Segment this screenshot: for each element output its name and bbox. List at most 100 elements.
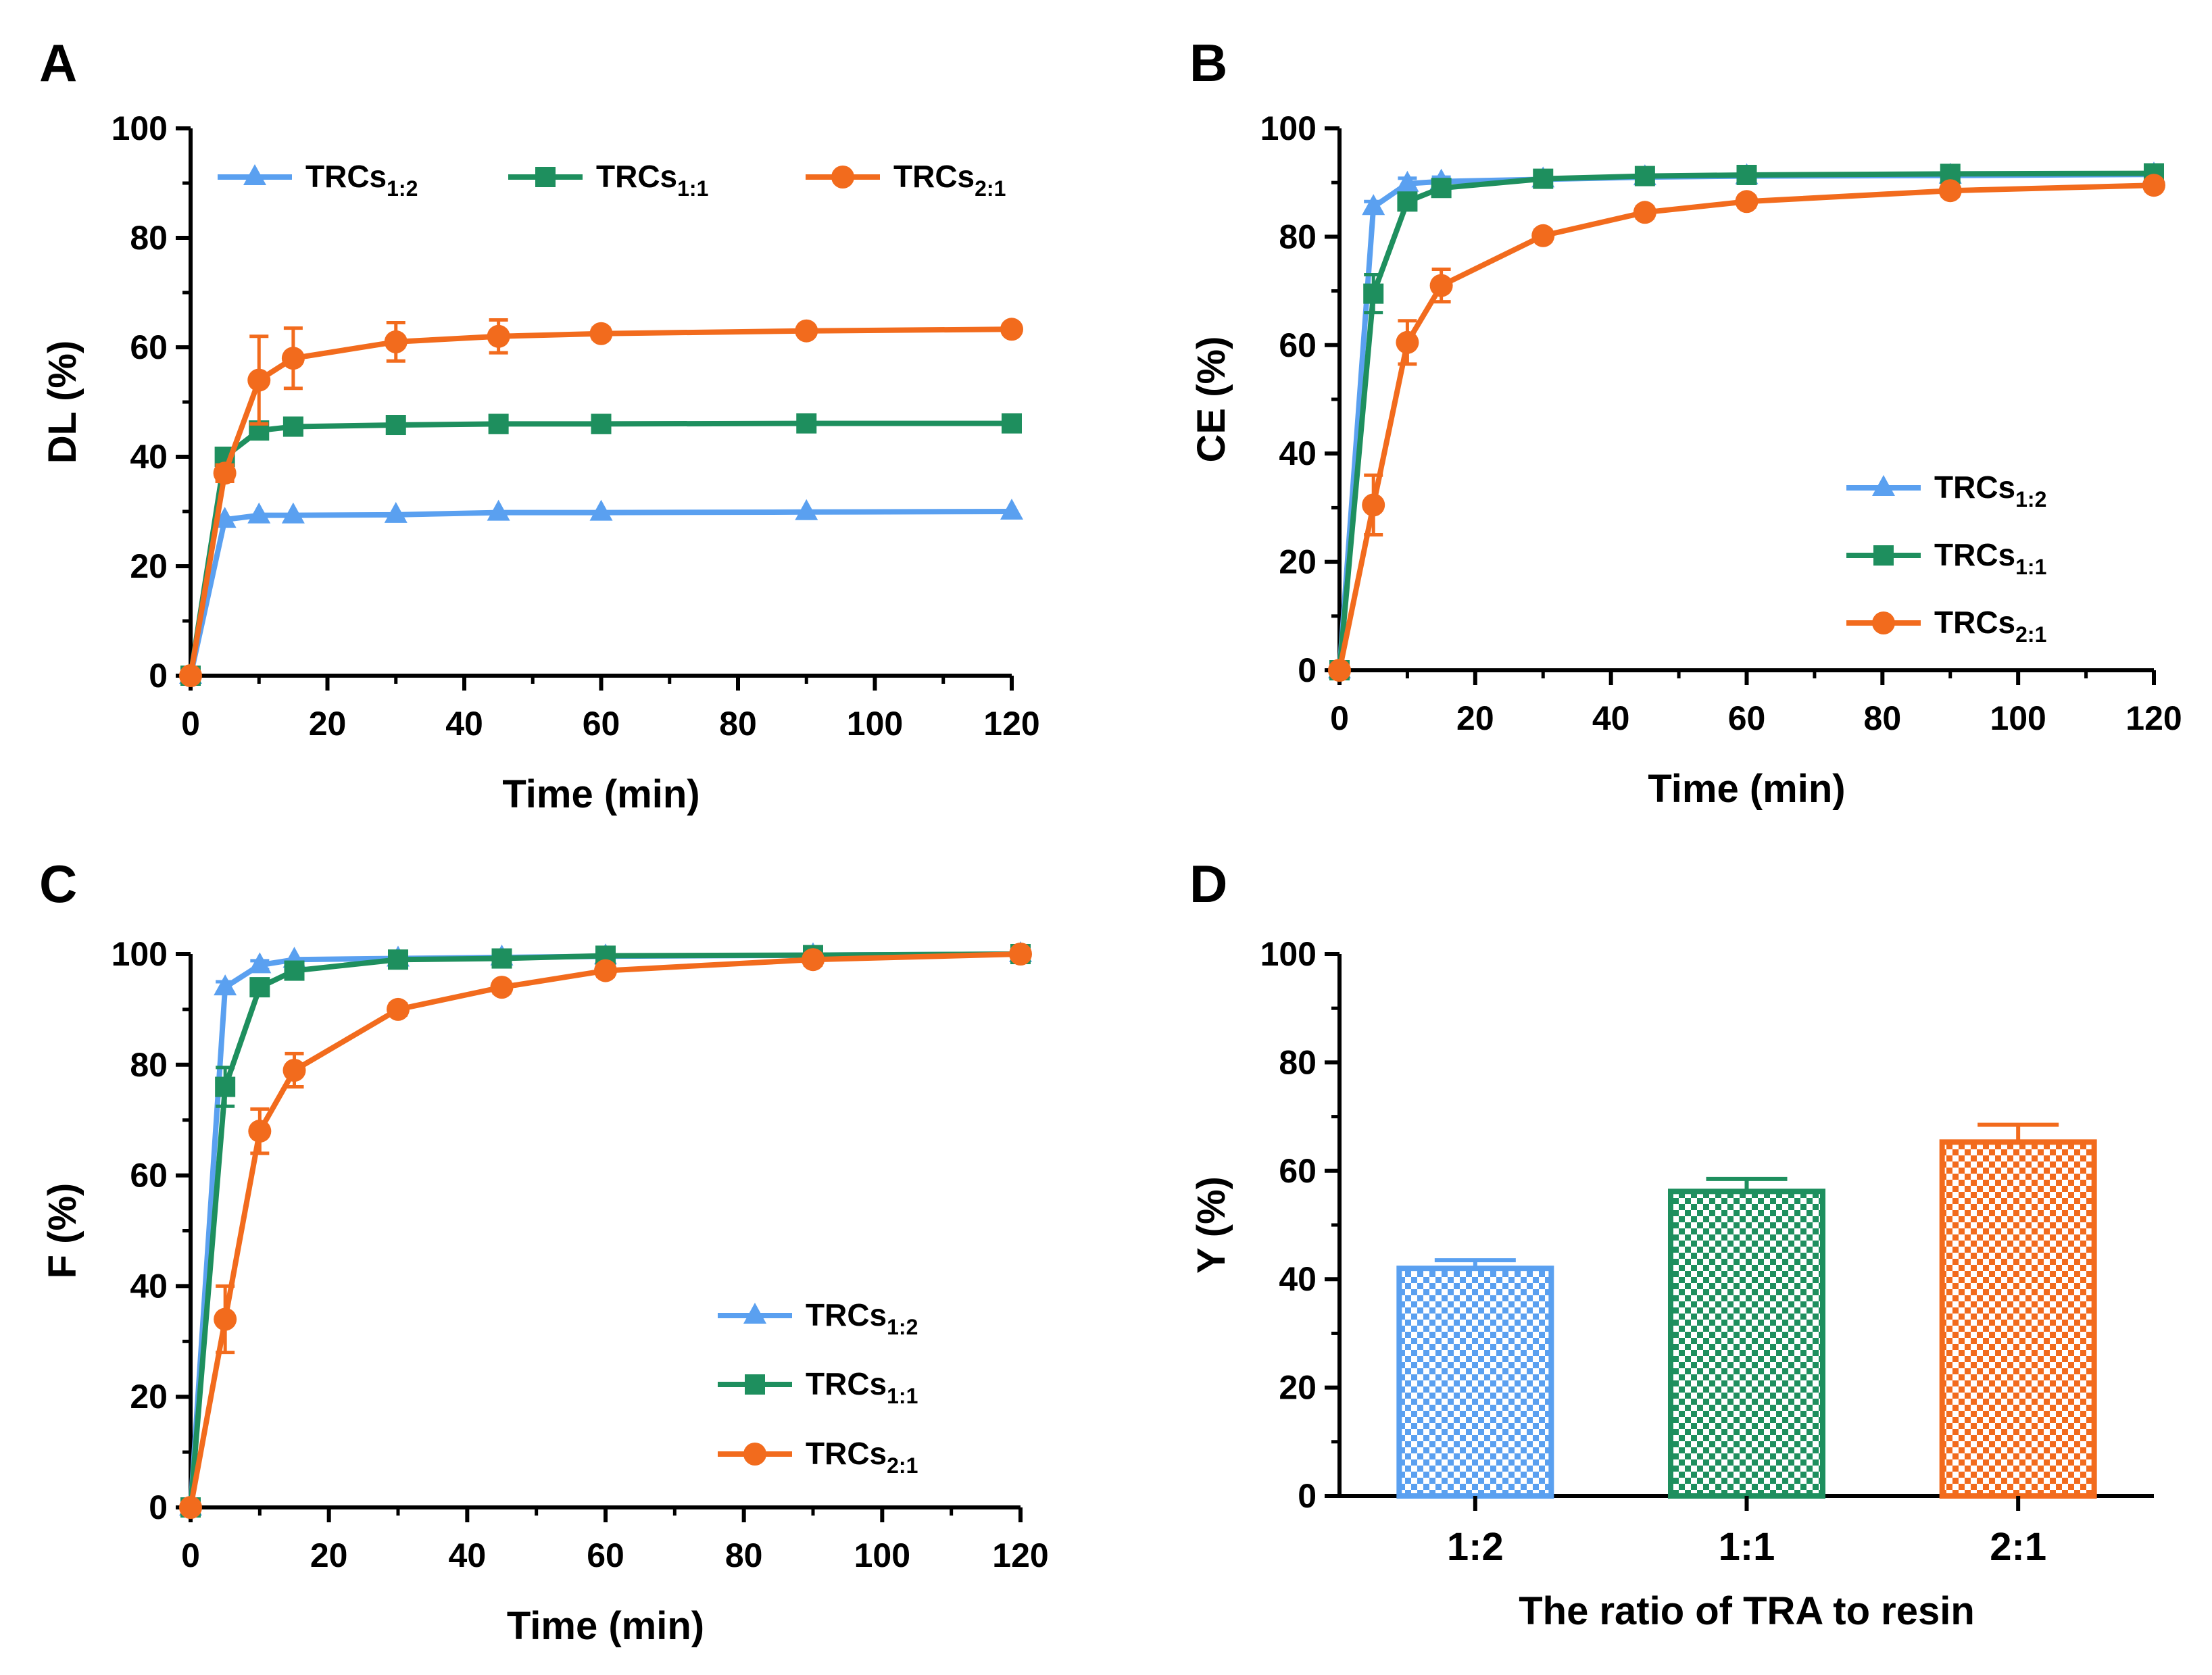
series-line-TRCs_1_2 — [188, 951, 1021, 1508]
y-tick-label: 20 — [1279, 1369, 1317, 1407]
x-axis-title: Time (min) — [1648, 767, 1845, 811]
y-axis-title: F (%) — [41, 1183, 84, 1279]
x-tick-label: 40 — [449, 1536, 487, 1574]
panel-a: A 0 20 40 60 80 100 DL (%) 0 20 40 60 80 100 120 Time … — [39, 33, 1040, 816]
y-tick-label: 0 — [149, 657, 168, 695]
legend-label-TRCs_1_1: TRCs1:1 — [806, 1366, 918, 1408]
legend-label-main-TRCs_1_1: TRCs — [1934, 537, 2015, 572]
data-point-TRCs_2_1 — [1000, 318, 1023, 341]
data-point-TRCs_1_2 — [1362, 194, 1385, 216]
legend-label-TRCs_1_2: TRCs1:2 — [305, 159, 418, 201]
legend-label-main-TRCs_1_1: TRCs — [596, 159, 677, 194]
legend-label-sub-TRCs_1_1: 1:1 — [887, 1384, 918, 1408]
data-point-TRCs_1_1 — [1634, 166, 1655, 186]
y-tick-label: 60 — [1279, 326, 1317, 364]
y-tick-label: 80 — [1279, 1043, 1317, 1081]
y-tick-label: 40 — [1279, 1260, 1317, 1298]
legend-label-TRCs_2_1: TRCs2:1 — [1934, 605, 2046, 647]
y-tick-label: 60 — [130, 328, 168, 366]
data-point-TRCs_2_1 — [1362, 493, 1385, 517]
data-point-TRCs_2_1 — [487, 324, 510, 348]
data-point-TRCs_2_1 — [282, 1058, 306, 1082]
data-point-TRCs_1_1 — [796, 413, 817, 434]
y-tick-label: 60 — [1279, 1152, 1317, 1190]
y-tick-label: 60 — [130, 1157, 168, 1195]
data-point-TRCs_1_2 — [1396, 170, 1419, 192]
data-point-TRCs_2_1 — [248, 1120, 272, 1143]
legend-label-TRCs_1_1: TRCs1:1 — [596, 159, 708, 201]
data-point-TRCs_2_1 — [281, 347, 305, 370]
legend-label-main-TRCs_1_2: TRCs — [806, 1297, 887, 1332]
legend-marker-TRCs_2_1 — [831, 166, 854, 189]
legend-label-sub-TRCs_1_2: 1:2 — [387, 176, 418, 201]
y-tick-label: 20 — [130, 1378, 168, 1416]
y-axis-title: DL (%) — [41, 341, 84, 464]
series-line-TRCs_2_1 — [188, 951, 1021, 1508]
x-category-label-TRCs_1_2: 1:2 — [1447, 1525, 1504, 1569]
data-point-TRCs_1_1 — [488, 414, 509, 434]
data-point-TRCs_2_1 — [247, 368, 271, 392]
data-point-TRCs_2_1 — [1735, 190, 1759, 214]
legend-marker-TRCs_1_2 — [743, 1303, 766, 1324]
legend-label-sub-TRCs_1_2: 1:2 — [2015, 487, 2046, 511]
x-axis-title: The ratio of TRA to resin — [1519, 1589, 1975, 1633]
data-point-TRCs_1_1 — [1533, 168, 1554, 189]
data-point-TRCs_2_1 — [214, 1307, 237, 1331]
legend-label-TRCs_2_1: TRCs2:1 — [806, 1436, 918, 1478]
data-point-TRCs_1_1 — [1431, 178, 1452, 199]
data-point-TRCs_2_1 — [179, 664, 202, 687]
data-point-TRCs_1_2 — [247, 502, 271, 524]
y-tick-label: 0 — [149, 1489, 168, 1526]
data-point-TRCs_2_1 — [1396, 330, 1419, 354]
legend-marker-TRCs_1_2 — [243, 164, 266, 185]
data-point-TRCs_1_1 — [282, 416, 303, 437]
panel-c-letter: C — [39, 854, 77, 914]
y-axis-title: CE (%) — [1189, 336, 1233, 463]
legend-label-main-TRCs_2_1: TRCs — [1934, 605, 2015, 640]
x-tick-label: 120 — [992, 1536, 1048, 1574]
data-point-TRCs_1_2 — [281, 502, 305, 524]
x-tick-label: 20 — [1456, 699, 1494, 737]
data-point-TRCs_2_1 — [387, 997, 410, 1021]
panel-a-letter: A — [39, 33, 77, 93]
y-tick-label: 20 — [130, 547, 168, 585]
data-point-TRCs_2_1 — [594, 959, 617, 982]
x-tick-label: 40 — [1592, 699, 1630, 737]
x-tick-label: 60 — [1728, 699, 1766, 737]
y-tick-label: 100 — [1260, 109, 1317, 147]
legend-label-sub-TRCs_1_1: 1:1 — [677, 176, 708, 201]
y-tick-label: 40 — [130, 438, 168, 476]
x-tick-label: 120 — [983, 705, 1039, 743]
legend-label-sub-TRCs_2_1: 2:1 — [975, 176, 1006, 201]
y-tick-label: 100 — [1260, 935, 1317, 973]
series-line-TRCs_1_2 — [1337, 172, 2155, 671]
data-point-TRCs_1_1 — [1397, 191, 1418, 212]
data-point-TRCs_1_1 — [591, 414, 612, 434]
legend-label-TRCs_1_2: TRCs1:2 — [1934, 470, 2046, 511]
y-tick-label: 100 — [112, 109, 168, 147]
data-point-TRCs_1_2 — [795, 499, 818, 520]
data-point-TRCs_1_1 — [215, 1076, 236, 1097]
bar-TRCs_2_1 — [1939, 1139, 2097, 1499]
data-point-TRCs_1_2 — [589, 499, 613, 521]
x-tick-label: 40 — [445, 705, 483, 743]
y-axis-title: Y (%) — [1189, 1176, 1233, 1274]
x-axis-title: Time (min) — [502, 772, 699, 816]
panel-b: B 0 20 40 60 80 100 CE (%) 0 20 40 60 80 100 120 Time … — [1189, 33, 2182, 811]
data-point-TRCs_2_1 — [2142, 174, 2165, 197]
data-point-TRCs_2_1 — [802, 948, 825, 972]
legend-label-TRCs_2_1: TRCs2:1 — [893, 159, 1006, 201]
x-tick-label: 60 — [587, 1536, 624, 1574]
legend-marker-TRCs_2_1 — [1872, 611, 1895, 634]
series-line-TRCs_1_2 — [188, 509, 1012, 676]
data-point-TRCs_2_1 — [490, 976, 514, 999]
legend-label-main-TRCs_2_1: TRCs — [806, 1436, 887, 1471]
data-point-TRCs_1_1 — [1736, 164, 1757, 185]
x-tick-label: 80 — [725, 1536, 763, 1574]
legend-marker-TRCs_1_1 — [535, 167, 556, 187]
y-tick-label: 0 — [1298, 1477, 1317, 1515]
data-point-TRCs_1_1 — [385, 415, 406, 436]
legend-label-sub-TRCs_1_2: 1:2 — [887, 1315, 918, 1339]
data-point-TRCs_2_1 — [589, 322, 613, 345]
